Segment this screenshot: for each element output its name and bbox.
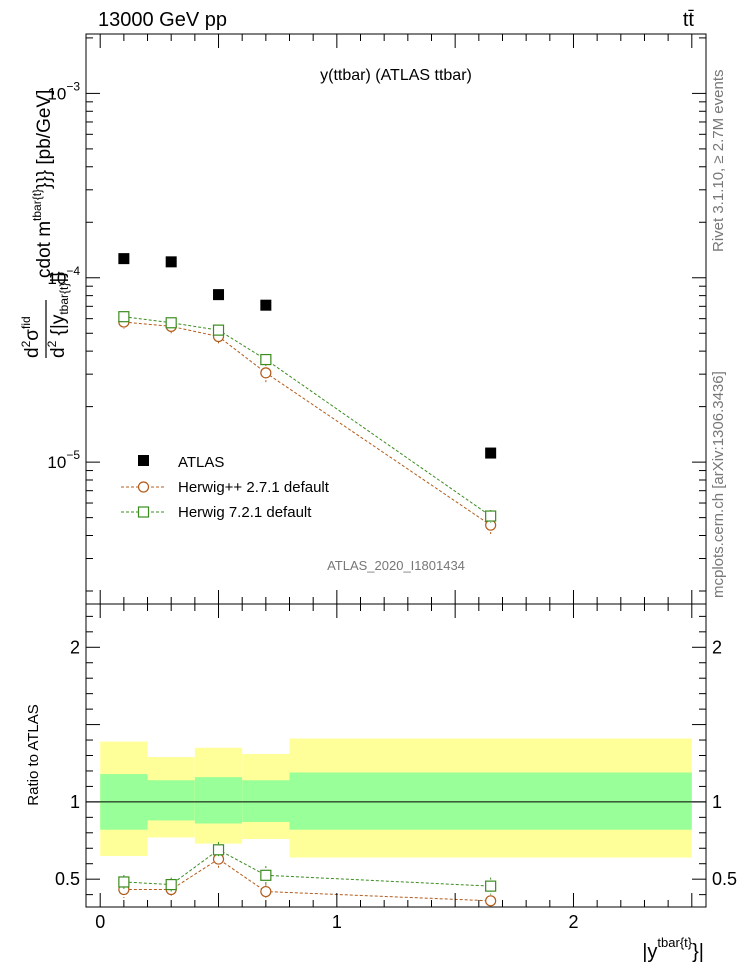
main-atlas-point <box>165 256 177 268</box>
main-herwig7-point <box>212 324 225 336</box>
main-herwigpp-point <box>485 519 497 531</box>
ratio-y-axis-label: Ratio to ATLAS <box>25 704 42 805</box>
ratio-herwig7-point <box>260 869 272 881</box>
main-atlas-point <box>213 289 225 301</box>
ylabel-denominator: d2 {|ytbar{t}|} <box>45 271 71 358</box>
ratio-herwigpp-point <box>260 885 272 898</box>
ratio-band-inner <box>194 777 243 824</box>
ratio-y-tick-label-right: 2 <box>712 637 722 657</box>
main-y-axis-label: d2σfid d2 {|ytbar{t}|} cdot mtbar{t}}}} … <box>19 90 71 358</box>
legend-label-atlas: ATLAS <box>178 454 224 471</box>
main-panel: 10−3 10−4 10−5 y(ttbar) (ATLAS ttbar) ATLA… <box>19 33 707 605</box>
legend: ATLAS Herwig++ 2.7.1 default Herwig 7.2.… <box>121 454 330 521</box>
main-atlas-point <box>118 253 130 265</box>
ratio-uncertainty-bands <box>100 738 692 858</box>
main-herwig7-point <box>118 311 130 323</box>
header-energy: 13000 GeV pp <box>98 9 227 31</box>
ratio-band-inner <box>242 780 290 822</box>
main-y-axis: 10−3 10−4 10−5 <box>47 37 706 592</box>
main-y-tick-label: 10−5 <box>47 448 80 472</box>
legend-marker-herwigpp <box>137 481 150 493</box>
main-herwig7-point <box>485 510 497 522</box>
main-plot-area <box>118 253 497 536</box>
legend-marker-herwig7 <box>137 506 150 518</box>
ratio-x-tick-label: 1 <box>332 912 342 932</box>
ratio-herwig7-point <box>212 844 225 856</box>
analysis-watermark: ATLAS_2020_I1801434 <box>327 558 465 573</box>
main-herwigpp-point <box>260 367 272 379</box>
ratio-y-tick-label-right: 1 <box>712 792 722 812</box>
ratio-x-axis: 0 1 2 <box>95 604 693 932</box>
main-herwig7-point <box>260 353 272 366</box>
ylabel-tail: cdot mtbar{t}}}} [pb/GeV] <box>30 90 55 278</box>
main-atlas-point <box>485 447 497 459</box>
ratio-y-axis: 0.5 0.5 1 1 2 2 <box>55 615 737 896</box>
main-atlas-point <box>260 299 272 311</box>
plot-title: y(ttbar) (ATLAS ttbar) <box>320 67 472 84</box>
legend-label-herwig7: Herwig 7.2.1 default <box>178 504 312 521</box>
ratio-x-tick-label: 0 <box>95 912 105 932</box>
ratio-band-inner <box>147 780 195 821</box>
ratio-y-tick-label-left: 0.5 <box>55 869 80 889</box>
ratio-panel: 0.5 0.5 1 1 2 2 0 1 2 Ratio to ATLAS |ytbar{t}}… <box>25 603 737 963</box>
legend-label-herwigpp: Herwig++ 2.7.1 default <box>178 479 330 496</box>
ratio-herwig7-point <box>165 878 177 891</box>
ratio-y-tick-label-left: 1 <box>70 792 80 812</box>
ratio-band-inner <box>289 772 692 830</box>
ratio-y-tick-label-left: 2 <box>70 637 80 657</box>
main-y-tick-label: 10−4 <box>47 264 80 288</box>
header-process: tt̄ <box>683 9 695 31</box>
ratio-herwig7-point <box>118 876 130 888</box>
x-axis-label: |ytbar{t}}| <box>642 935 704 963</box>
legend-marker-atlas <box>138 455 149 466</box>
main-herwig7-point <box>165 317 177 329</box>
main-y-tick-label: 10−3 <box>47 79 80 103</box>
ratio-herwig7-point <box>485 880 497 892</box>
ratio-herwigpp-line <box>123 858 491 902</box>
ratio-herwigpp-point <box>485 895 497 907</box>
main-x-axis <box>99 34 693 604</box>
ratio-plot-area <box>118 842 497 907</box>
ylabel-numerator: d2σfid <box>19 316 43 358</box>
rivet-label: Rivet 3.1.10, ≥ 2.7M events <box>710 70 727 253</box>
ratio-x-tick-label: 2 <box>568 912 578 932</box>
ratio-y-tick-label-right: 0.5 <box>712 869 737 889</box>
mcplots-label: mcplots.cern.ch [arXiv:1306.3436] <box>710 371 727 598</box>
